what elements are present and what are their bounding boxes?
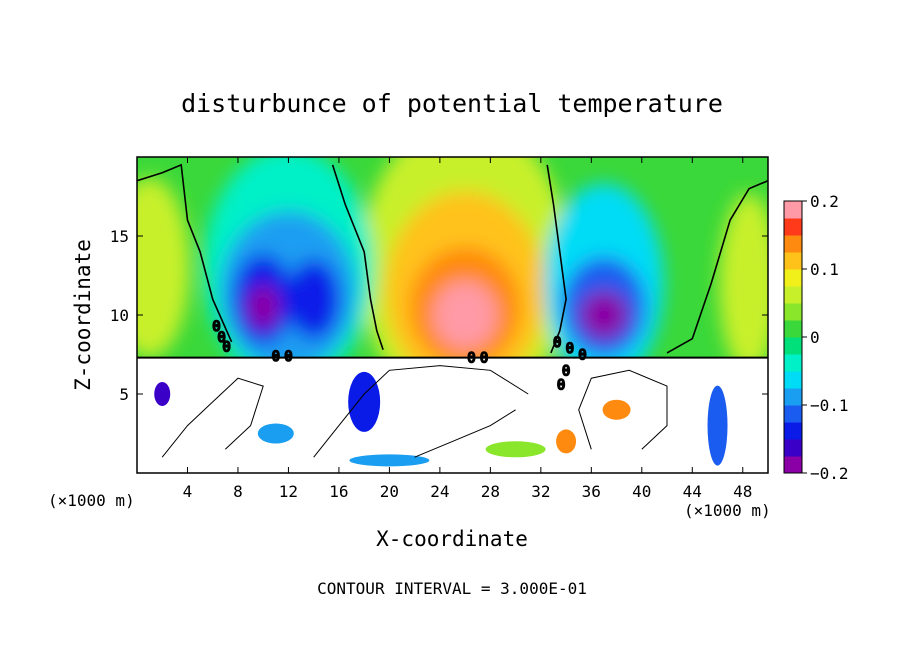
upper-field (137, 157, 768, 418)
colorbar-swatch (784, 252, 802, 270)
x-tick-label: 48 (733, 482, 752, 501)
x-tick-label: 16 (329, 482, 348, 501)
lower-layer (137, 358, 768, 473)
contour-label: 0 (467, 351, 475, 367)
lower-contour (313, 365, 529, 458)
colorbar-swatch (784, 218, 802, 236)
contour-label: 0 (222, 340, 230, 356)
y-tick-label: 10 (110, 306, 129, 325)
y-tick-label: 5 (119, 385, 129, 404)
x-axis-label: X-coordinate (376, 527, 528, 551)
contour-label: 0 (557, 378, 565, 394)
chart-title: disturbunce of potential temperature (181, 89, 723, 118)
contour-label: 0 (480, 351, 488, 367)
field-region (287, 259, 340, 340)
x-tick-label: 20 (380, 482, 399, 501)
x-tick-label: 8 (233, 482, 243, 501)
lower-patch (154, 382, 171, 406)
lower-patch (257, 423, 294, 444)
lower-patch (349, 454, 430, 467)
field-region (137, 177, 190, 358)
x-tick-label: 36 (582, 482, 601, 501)
field-region (579, 291, 628, 339)
x-unit-right: (×1000 m) (684, 501, 771, 520)
y-tick-label: 15 (110, 227, 129, 246)
x-tick-label: 32 (531, 482, 550, 501)
zero-contour (666, 179, 768, 354)
contour-interval-note: CONTOUR INTERVAL = 3.000E-01 (317, 579, 587, 598)
zero-contour (331, 164, 384, 351)
field-region (433, 281, 498, 349)
x-tick-label: 28 (481, 482, 500, 501)
x-tick-label: 24 (430, 482, 449, 501)
colorbar-tick-label: 0.1 (810, 260, 839, 279)
lower-contour (414, 409, 516, 458)
lower-patch (348, 371, 381, 432)
colorbar-swatch (784, 354, 802, 372)
colorbar-tick-label: 0 (810, 328, 820, 347)
y-axis: 5 10 15 (110, 227, 768, 404)
lower-patch (556, 429, 577, 454)
colorbar-swatch (784, 269, 802, 287)
contour-label: 0 (284, 349, 292, 365)
zero-contour (546, 164, 567, 354)
contour-label: 0 (562, 363, 570, 379)
field-region (719, 193, 768, 374)
colorbar-swatch (784, 405, 802, 423)
contour-label: 0 (212, 319, 220, 335)
colorbar-swatch (784, 286, 802, 304)
colorbar-swatch (784, 439, 802, 457)
colorbar-swatch (784, 320, 802, 338)
x-axis: 4 8 12 16 20 24 28 32 36 40 44 48 (183, 157, 752, 501)
colorbar-swatch (784, 456, 802, 474)
lower-patch (602, 399, 631, 420)
x-tick-label: 44 (683, 482, 702, 501)
colorbar-swatch (784, 422, 802, 440)
colorbar-tick-label: −0.1 (810, 396, 849, 415)
colorbar-swatch (784, 201, 802, 219)
x-tick-label: 4 (183, 482, 193, 501)
y-axis-label: Z-coordinate (71, 239, 95, 391)
lower-patch (707, 385, 728, 466)
colorbar-swatch (784, 235, 802, 253)
contour-label: 0 (566, 341, 574, 357)
colorbar-tick-label: −0.2 (810, 464, 849, 483)
colorbar-swatch (784, 303, 802, 321)
contour-label: 0 (553, 335, 561, 351)
contour-label: 0 (578, 348, 586, 364)
x-tick-label: 40 (632, 482, 651, 501)
x-unit-left: (×1000 m) (48, 491, 135, 510)
colorbar-swatch (784, 337, 802, 355)
x-tick-label: 12 (279, 482, 298, 501)
colorbar-swatch (784, 388, 802, 406)
zero-contour (137, 163, 233, 343)
colorbar-swatch (784, 371, 802, 389)
field-region (247, 285, 280, 330)
colorbar: 0.2 0.1 0 −0.1 −0.2 (783, 192, 849, 483)
lower-patch (485, 441, 546, 458)
contour-label: 0 (217, 330, 225, 346)
colorbar-tick-label: 0.2 (810, 192, 839, 211)
contour-label: 0 (272, 349, 280, 365)
lower-contour (161, 377, 264, 458)
lower-contour (578, 369, 668, 450)
